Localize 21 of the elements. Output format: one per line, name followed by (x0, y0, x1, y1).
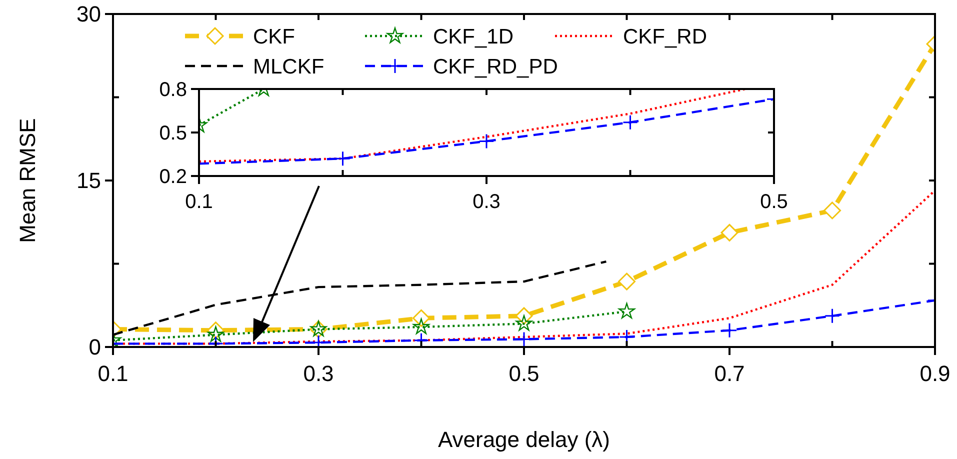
legend-label: CKF_RD (623, 25, 708, 48)
x-tick-label: 0.5 (760, 191, 788, 213)
y-axis-title: Mean RMSE (15, 118, 40, 243)
legend-label: MLCKF (253, 55, 324, 78)
x-axis-title: Average delay (λ) (438, 427, 610, 452)
y-tick-label: 0.2 (159, 166, 187, 188)
legend-label: CKF_1D (433, 25, 514, 48)
x-tick-label: 0.5 (508, 361, 540, 386)
y-tick-label: 0.8 (159, 79, 187, 101)
x-tick-label: 0.3 (303, 361, 334, 386)
x-tick-label: 0.7 (714, 361, 745, 386)
y-tick-label: 0 (88, 334, 101, 360)
y-tick-label: 0.5 (159, 122, 187, 144)
legend-label: CKF (253, 25, 295, 48)
x-tick-label: 0.3 (472, 191, 500, 213)
x-tick-label: 0.9 (920, 361, 950, 386)
legend-label: CKF_RD_PD (433, 55, 558, 78)
x-tick-label: 0.1 (98, 361, 128, 386)
x-tick-label: 0.1 (185, 191, 213, 213)
y-tick-label: 15 (76, 168, 101, 194)
y-tick-label: 30 (76, 2, 101, 27)
